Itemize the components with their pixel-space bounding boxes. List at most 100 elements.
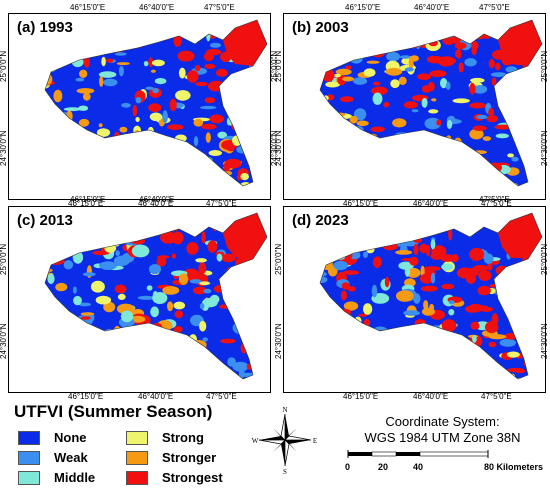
- utfvi-patch: [199, 281, 211, 286]
- utfvi-patch: [530, 264, 535, 272]
- utfvi-patch: [255, 145, 261, 150]
- utfvi-patch: [153, 155, 162, 162]
- utfvi-patch: [363, 68, 376, 77]
- utfvi-patch: [93, 175, 101, 186]
- utfvi-patch: [375, 20, 384, 25]
- utfvi-patch: [187, 70, 199, 83]
- utfvi-patch: [494, 124, 511, 130]
- utfvi-patch: [78, 302, 91, 307]
- utfvi-patch: [35, 231, 43, 238]
- utfvi-patch: [525, 356, 538, 361]
- utfvi-patch: [62, 362, 71, 371]
- utfvi-patch: [225, 82, 233, 86]
- north-arrow-icon: N S E W: [252, 406, 317, 475]
- utfvi-patch: [251, 124, 261, 135]
- utfvi-patch: [320, 161, 327, 166]
- utfvi-patch: [454, 42, 467, 50]
- utfvi-patch: [78, 172, 88, 180]
- utfvi-patch: [352, 77, 368, 85]
- utfvi-patch: [124, 180, 140, 186]
- utfvi-patch: [384, 276, 390, 288]
- utfvi-patch: [48, 325, 59, 330]
- utfvi-patch: [128, 174, 142, 179]
- utfvi-patch: [65, 229, 75, 242]
- utfvi-patch: [453, 137, 462, 147]
- utfvi-patch: [397, 330, 410, 337]
- utfvi-patch: [364, 244, 377, 248]
- utfvi-patch: [342, 270, 360, 275]
- utfvi-patch: [512, 126, 527, 137]
- utfvi-patch: [432, 171, 448, 178]
- utfvi-patch: [177, 50, 195, 62]
- utfvi-patch: [524, 295, 538, 308]
- utfvi-patch: [45, 335, 54, 344]
- utfvi-patch: [144, 374, 153, 379]
- utfvi-patch: [468, 303, 484, 313]
- utfvi-patch: [516, 272, 527, 285]
- utfvi-patch: [411, 327, 423, 332]
- utfvi-patch: [82, 92, 91, 101]
- utfvi-patch: [253, 116, 267, 125]
- utfvi-patch: [487, 165, 494, 177]
- utfvi-patch: [150, 69, 156, 73]
- utfvi-patch: [143, 61, 149, 67]
- tick-top: 47°5'0"E: [204, 3, 235, 12]
- utfvi-patch: [77, 348, 89, 359]
- utfvi-patch: [63, 107, 82, 112]
- utfvi-patch: [333, 142, 341, 154]
- utfvi-patch: [91, 40, 108, 45]
- utfvi-patch: [103, 356, 108, 361]
- utfvi-patch: [240, 173, 249, 181]
- utfvi-patch: [314, 263, 318, 274]
- utfvi-patch: [502, 179, 511, 184]
- utfvi-patch: [451, 23, 466, 32]
- utfvi-patch: [221, 253, 236, 263]
- tick-top: 47°5'0"E: [479, 3, 510, 12]
- utfvi-patch: [340, 49, 355, 62]
- utfvi-patch: [175, 159, 187, 166]
- utfvi-patch: [193, 27, 209, 36]
- utfvi-patch: [428, 31, 443, 38]
- utfvi-patch: [472, 85, 488, 94]
- utfvi-patch: [142, 159, 148, 163]
- utfvi-patch: [48, 257, 65, 265]
- utfvi-patch: [161, 158, 180, 167]
- utfvi-patch: [342, 326, 360, 337]
- utfvi-patch: [394, 180, 402, 186]
- utfvi-patch: [99, 222, 112, 229]
- tick-bottom: 46°15'0"E: [68, 199, 104, 208]
- utfvi-patch: [138, 335, 156, 347]
- utfvi-patch: [488, 108, 495, 117]
- utfvi-patch: [104, 373, 120, 379]
- utfvi-patch: [478, 270, 492, 281]
- tick-left: 24°30'0"N: [0, 130, 8, 166]
- utfvi-patch: [120, 32, 126, 40]
- utfvi-patch: [347, 361, 356, 372]
- utfvi-patch: [383, 101, 390, 108]
- utfvi-patch: [113, 216, 122, 225]
- utfvi-patch: [255, 303, 262, 316]
- utfvi-patch: [203, 288, 212, 294]
- utfvi-patch: [149, 112, 163, 122]
- utfvi-patch: [172, 231, 184, 245]
- tick-right: 24°30'0"N: [540, 323, 549, 359]
- utfvi-patch: [451, 146, 464, 152]
- utfvi-patch: [45, 248, 58, 259]
- utfvi-patch: [363, 251, 368, 258]
- utfvi-patch: [250, 164, 264, 175]
- utfvi-patch: [385, 67, 403, 76]
- utfvi-patch: [151, 345, 164, 357]
- utfvi-patch: [175, 134, 187, 143]
- utfvi-patch: [67, 164, 85, 169]
- utfvi-patch: [263, 114, 267, 120]
- legend-label: Weak: [54, 450, 88, 465]
- utfvi-patch: [392, 118, 407, 128]
- utfvi-patch: [358, 313, 368, 317]
- utfvi-patch: [506, 367, 525, 373]
- utfvi-patch: [488, 364, 501, 375]
- utfvi-patch: [193, 177, 211, 186]
- utfvi-patch: [358, 327, 369, 333]
- utfvi-patch: [190, 213, 207, 225]
- utfvi-patch: [162, 110, 168, 123]
- utfvi-patch: [237, 213, 249, 218]
